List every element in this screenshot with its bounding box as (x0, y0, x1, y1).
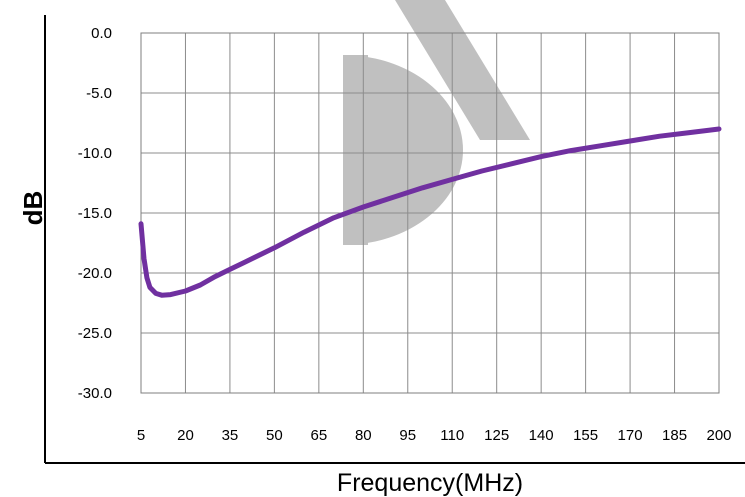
series-line (138, 126, 722, 298)
x-axis-label: Frequency(MHz) (337, 469, 523, 497)
x-tick-label: 155 (573, 427, 598, 444)
x-tick-label: 140 (529, 427, 554, 444)
x-tick-label: 110 (440, 427, 464, 444)
x-tick-label: 5 (137, 427, 145, 444)
x-tick-label: 125 (484, 427, 509, 444)
y-tick-label: -5.0 (86, 85, 112, 102)
x-tick-labels: 5 20 35 50 65 80 95 110 125 140 155 170 185 200 (137, 427, 732, 444)
y-tick-label: -30.0 (78, 385, 112, 402)
y-tick-label: -15.0 (78, 205, 112, 222)
x-tick-label: 95 (399, 427, 416, 444)
x-tick-label: 65 (311, 427, 328, 444)
x-tick-label: 185 (662, 427, 687, 444)
x-tick-label: 170 (618, 427, 643, 444)
y-tick-label: -10.0 (78, 145, 112, 162)
watermark-logo (343, 0, 530, 245)
x-tick-label: 20 (177, 427, 194, 444)
x-tick-label: 35 (222, 427, 239, 444)
y-tick-label: -25.0 (78, 325, 112, 342)
y-tick-labels: 0.0 -5.0 -10.0 -15.0 -20.0 -25.0 -30.0 (78, 25, 112, 402)
y-tick-label: -20.0 (78, 265, 112, 282)
x-tick-label: 200 (706, 427, 731, 444)
y-tick-label: 0.0 (91, 25, 112, 42)
x-tick-label: 50 (266, 427, 283, 444)
y-axis-label: dB (18, 191, 48, 226)
x-tick-label: 80 (355, 427, 372, 444)
plot-area (140, 32, 720, 394)
